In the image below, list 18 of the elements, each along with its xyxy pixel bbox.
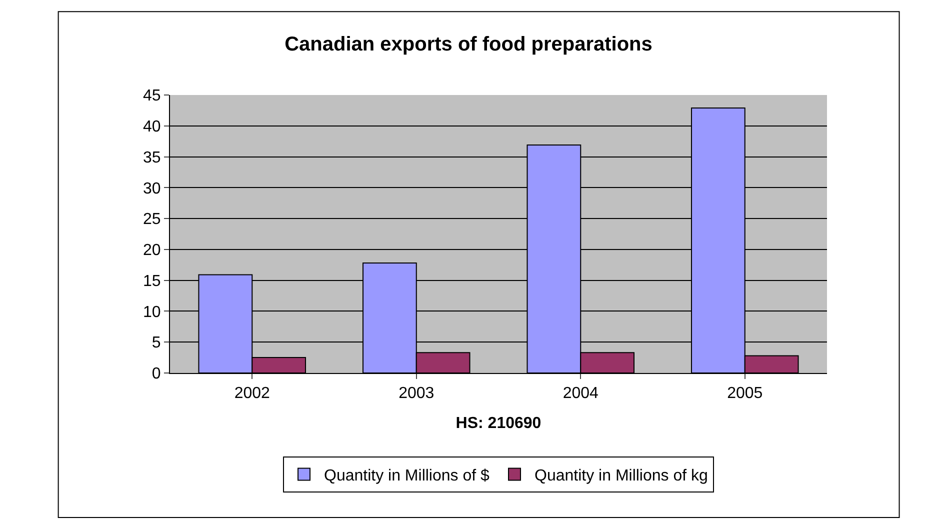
legend-label: Quantity in Millions of kg (534, 468, 708, 485)
y-tick-label: 10 (143, 304, 161, 321)
y-tick-label: 20 (143, 242, 161, 260)
x-tick-label: 2003 (398, 385, 434, 402)
y-tick-label: 5 (152, 334, 161, 352)
y-tick-label: 25 (143, 211, 161, 228)
y-tick-label: 0 (152, 366, 161, 383)
y-tick-label: 40 (143, 118, 161, 136)
y-tick-label: 45 (143, 88, 161, 105)
legend-label: Quantity in Millions of $ (324, 468, 490, 485)
x-tick-label: 2002 (234, 385, 270, 402)
x-axis-title: HS: 210690 (456, 414, 542, 432)
y-tick-label: 35 (143, 149, 161, 166)
x-tick-label: 2005 (727, 385, 763, 402)
y-tick-label: 30 (143, 180, 161, 198)
chart-title: Canadian exports of food preparations (284, 34, 652, 56)
x-tick-label: 2004 (562, 385, 599, 402)
y-tick-label: 15 (143, 272, 161, 290)
